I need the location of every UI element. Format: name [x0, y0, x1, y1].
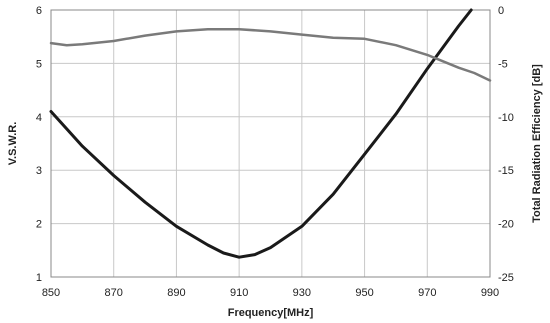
efficiency-series-line: [49, 27, 492, 82]
x-tick-label: 990: [481, 287, 499, 299]
y-right-tick-label: -20: [498, 219, 514, 231]
x-tick-label: 890: [167, 287, 185, 299]
y-left-tick-label: 5: [36, 58, 42, 70]
y-left-tick-label: 6: [36, 5, 42, 17]
vswr-series-line: [49, 8, 473, 259]
x-tick-label: 970: [418, 287, 436, 299]
y-right-tick-label: -10: [498, 112, 514, 124]
x-tick-label: 950: [355, 287, 373, 299]
x-axis-title: Frequency[MHz]: [228, 307, 314, 319]
x-tick-label: 930: [293, 287, 311, 299]
y-right-tick-label: -25: [498, 272, 514, 284]
y-left-tick-label: 1: [36, 272, 42, 284]
series-layer: [49, 8, 492, 259]
x-tick-label: 850: [42, 287, 60, 299]
y-left-tick-label: 2: [36, 219, 42, 231]
y-right-tick-label: 0: [498, 5, 504, 17]
y-left-tick-label: 3: [36, 165, 42, 177]
plot-area: [50, 9, 491, 278]
y-right-tick-label: -15: [498, 165, 514, 177]
y-right-axis-title: Total Radiation Efficiency [dB]: [531, 64, 543, 223]
tick-labels: 850 870 890 910 930 950 970 990 1 2 3 4 5 6 -25 -20 -15 -…: [36, 5, 514, 299]
y-left-tick-label: 4: [36, 112, 42, 124]
x-tick-label: 910: [230, 287, 248, 299]
x-tick-label: 870: [105, 287, 123, 299]
grid: [50, 9, 491, 278]
y-left-axis-title: V.S.W.R.: [7, 122, 19, 166]
y-right-tick-label: -5: [498, 58, 508, 70]
